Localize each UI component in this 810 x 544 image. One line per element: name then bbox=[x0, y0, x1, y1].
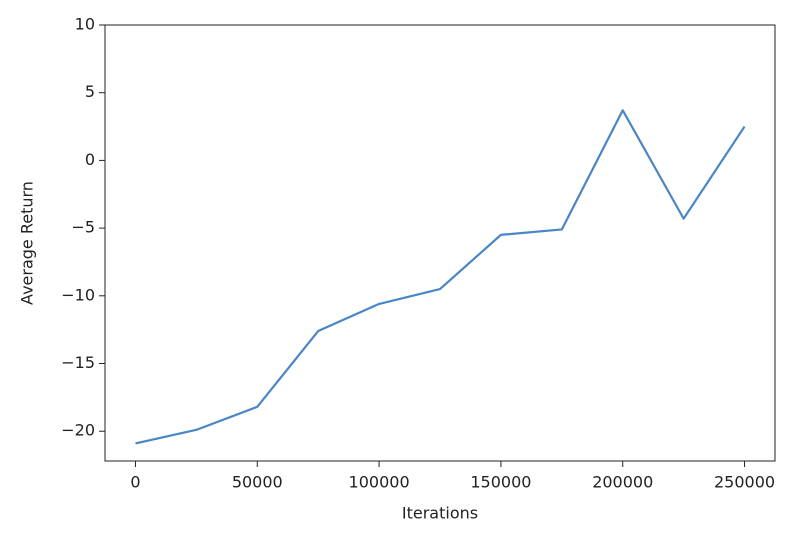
y-tick-label: −15 bbox=[61, 353, 95, 372]
plot-frame bbox=[104, 24, 776, 462]
y-tick-label: −10 bbox=[61, 285, 95, 304]
y-tick-label: −20 bbox=[61, 421, 95, 440]
data-line bbox=[135, 109, 746, 445]
x-tick-label: 100000 bbox=[349, 473, 410, 492]
y-axis-label: Average Return bbox=[18, 181, 37, 305]
y-tick-label: 0 bbox=[85, 150, 95, 169]
x-tick-label: 250000 bbox=[714, 473, 775, 492]
x-tick-label: 0 bbox=[130, 473, 140, 492]
y-tick-label: 10 bbox=[75, 15, 95, 34]
x-tick-label: 150000 bbox=[470, 473, 531, 492]
x-axis-label: Iterations bbox=[402, 504, 478, 523]
y-tick-label: 5 bbox=[85, 82, 95, 101]
y-tick-label: −5 bbox=[71, 218, 95, 237]
x-tick-label: 50000 bbox=[232, 473, 283, 492]
x-tick-label: 200000 bbox=[592, 473, 653, 492]
